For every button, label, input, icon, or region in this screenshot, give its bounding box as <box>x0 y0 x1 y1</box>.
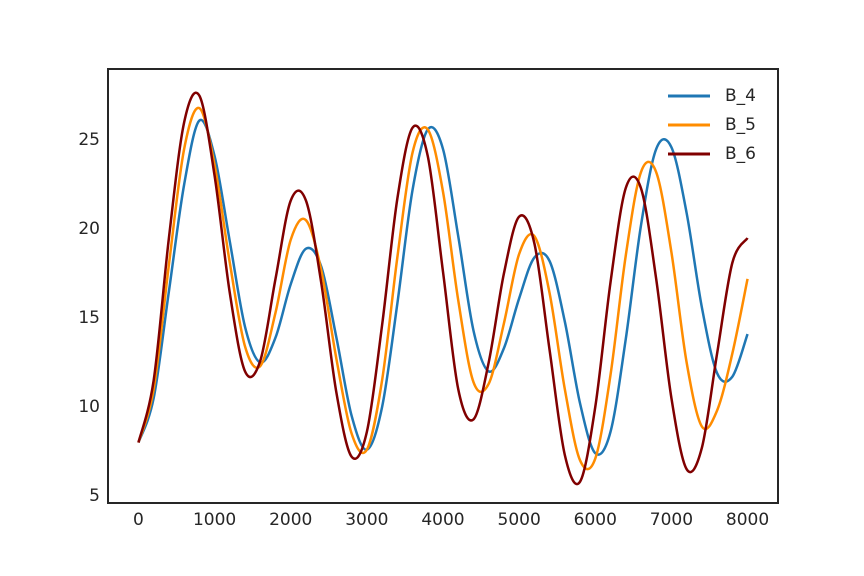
y-tick-label: 10 <box>78 397 100 417</box>
x-tick-label: 4000 <box>421 510 464 530</box>
y-tick-label: 20 <box>78 219 100 239</box>
legend-label: B_5 <box>725 115 756 135</box>
x-tick-label: 0 <box>133 510 144 530</box>
x-tick-label: 1000 <box>193 510 236 530</box>
x-tick-label: 3000 <box>345 510 388 530</box>
series-line <box>137 91 749 486</box>
legend-label: B_4 <box>725 86 756 106</box>
legend-label: B_6 <box>725 144 756 164</box>
plot-area <box>137 91 749 486</box>
y-tick-label: 15 <box>78 308 100 328</box>
x-tick-label: 5000 <box>498 510 541 530</box>
x-tick-label: 8000 <box>726 510 769 530</box>
y-tick-label: 25 <box>78 130 100 150</box>
y-tick-label: 5 <box>89 486 100 506</box>
x-tick-label: 6000 <box>574 510 617 530</box>
series-line <box>137 118 749 456</box>
axes-frame <box>107 68 779 504</box>
series-line <box>137 106 749 471</box>
x-tick-label: 2000 <box>269 510 312 530</box>
x-tick-label: 7000 <box>650 510 693 530</box>
